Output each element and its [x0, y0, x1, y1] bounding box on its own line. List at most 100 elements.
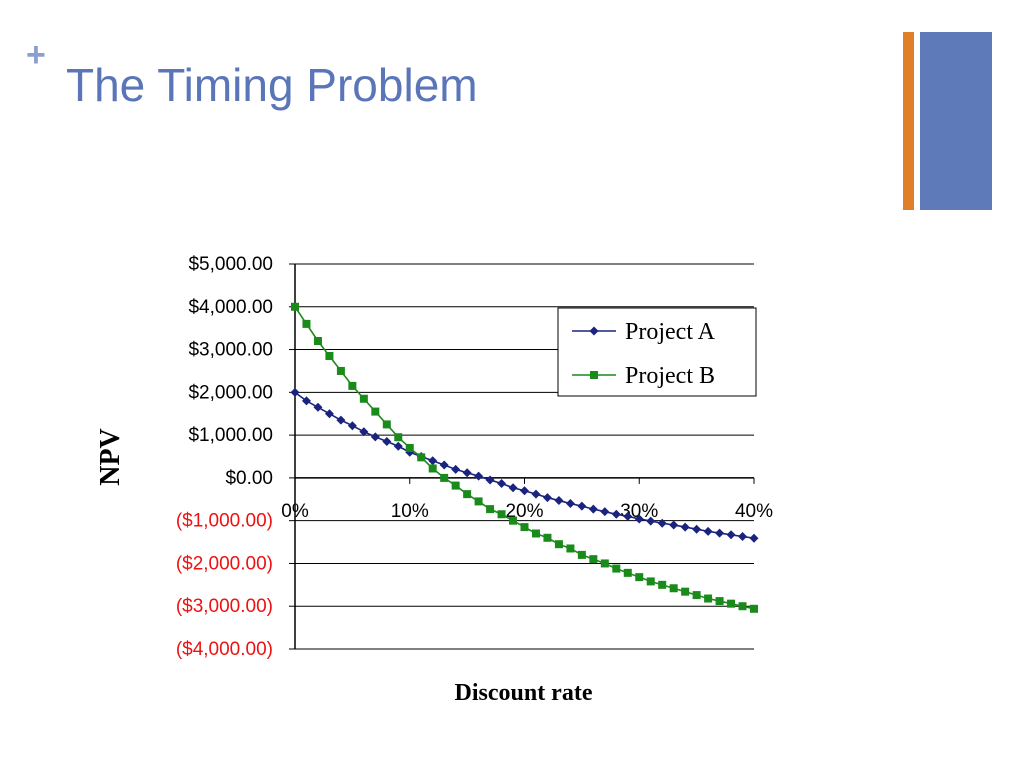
- point-project-a: [520, 486, 529, 496]
- legend-marker-square: [590, 371, 598, 379]
- point-project-a: [680, 522, 690, 532]
- y-tick-label: $2,000.00: [188, 382, 273, 403]
- y-tick-label: $5,000.00: [188, 254, 273, 275]
- point-project-a: [669, 520, 679, 530]
- point-project-a: [497, 478, 507, 488]
- x-axis-title: Discount rate: [455, 680, 593, 706]
- point-project-a: [428, 456, 438, 466]
- point-project-a: [646, 516, 656, 526]
- point-project-a: [554, 496, 564, 506]
- point-project-b: [520, 523, 529, 532]
- point-project-a: [451, 464, 461, 474]
- point-project-b: [302, 319, 311, 328]
- point-project-b: [681, 587, 690, 596]
- point-project-b: [704, 594, 713, 603]
- point-project-a: [542, 493, 552, 503]
- point-project-b: [474, 497, 483, 506]
- point-project-a: [738, 531, 748, 541]
- y-tick-label: ($3,000.00): [176, 596, 273, 617]
- point-project-b: [715, 597, 724, 606]
- y-tick-label: ($1,000.00): [176, 511, 273, 532]
- point-project-a: [508, 483, 518, 493]
- point-project-a: [600, 507, 610, 517]
- point-project-b: [428, 464, 437, 473]
- x-tick-label: 10%: [391, 501, 429, 522]
- plus-mark: +: [26, 36, 46, 74]
- point-project-b: [612, 564, 621, 573]
- point-project-b: [451, 481, 460, 490]
- point-project-b: [336, 366, 345, 375]
- point-project-b: [531, 529, 540, 538]
- point-project-a: [531, 489, 541, 499]
- point-project-a: [692, 524, 702, 534]
- point-project-a: [474, 471, 484, 481]
- point-project-b: [348, 381, 357, 390]
- point-project-b: [543, 533, 552, 542]
- point-project-a: [623, 511, 633, 521]
- point-project-b: [589, 555, 598, 564]
- point-project-b: [566, 544, 575, 553]
- x-tick-label: 40%: [735, 501, 773, 522]
- point-project-a: [611, 509, 621, 519]
- point-project-b: [417, 453, 426, 462]
- y-tick-label: $3,000.00: [188, 340, 273, 361]
- point-project-b: [577, 550, 586, 559]
- point-project-a: [324, 409, 334, 419]
- point-project-a: [588, 504, 598, 514]
- point-project-a: [462, 468, 472, 478]
- point-project-b: [382, 420, 391, 429]
- point-project-a: [657, 518, 667, 528]
- y-tick-label: $4,000.00: [188, 297, 273, 318]
- point-project-a: [313, 402, 323, 412]
- point-project-a: [577, 501, 587, 511]
- point-project-b: [325, 351, 334, 360]
- point-project-a: [347, 421, 357, 431]
- point-project-a: [290, 387, 300, 397]
- point-project-a: [393, 441, 403, 451]
- point-project-a: [749, 533, 759, 543]
- point-project-b: [635, 573, 644, 582]
- point-project-b: [600, 559, 609, 568]
- point-project-a: [485, 475, 495, 485]
- accent-bar-blue: [920, 32, 992, 210]
- point-project-b: [371, 407, 380, 416]
- point-project-b: [405, 443, 414, 452]
- point-project-b: [646, 577, 655, 586]
- point-project-a: [565, 499, 575, 509]
- legend-label: Project B: [625, 363, 715, 389]
- point-project-b: [486, 505, 495, 514]
- point-project-b: [509, 516, 518, 525]
- point-project-a: [703, 526, 713, 536]
- point-project-b: [750, 604, 758, 613]
- point-project-a: [634, 514, 644, 524]
- point-project-a: [382, 437, 392, 447]
- point-project-a: [715, 528, 725, 538]
- point-project-b: [669, 584, 678, 593]
- slide-title: The Timing Problem: [66, 59, 478, 111]
- legend-marker-diamond: [589, 326, 599, 336]
- legend-label: Project A: [625, 319, 716, 345]
- point-project-a: [726, 530, 736, 540]
- point-project-b: [291, 302, 299, 311]
- point-project-b: [394, 433, 403, 442]
- point-project-b: [463, 490, 472, 499]
- point-project-b: [440, 473, 449, 482]
- point-project-b: [623, 568, 632, 577]
- point-project-a: [359, 427, 369, 437]
- point-project-b: [554, 540, 563, 549]
- y-tick-label: $1,000.00: [188, 425, 273, 446]
- point-project-b: [738, 602, 747, 611]
- point-project-a: [370, 432, 380, 442]
- point-project-b: [658, 580, 667, 589]
- point-project-b: [692, 591, 701, 600]
- y-tick-label: ($4,000.00): [176, 639, 273, 660]
- accent-bar-orange: [903, 32, 914, 210]
- point-project-a: [301, 396, 311, 406]
- y-tick-label: ($2,000.00): [176, 553, 273, 574]
- x-tick-label: 20%: [505, 501, 543, 522]
- point-project-a: [439, 460, 449, 470]
- point-project-b: [313, 337, 322, 345]
- point-project-b: [359, 394, 368, 403]
- point-project-b: [497, 510, 506, 519]
